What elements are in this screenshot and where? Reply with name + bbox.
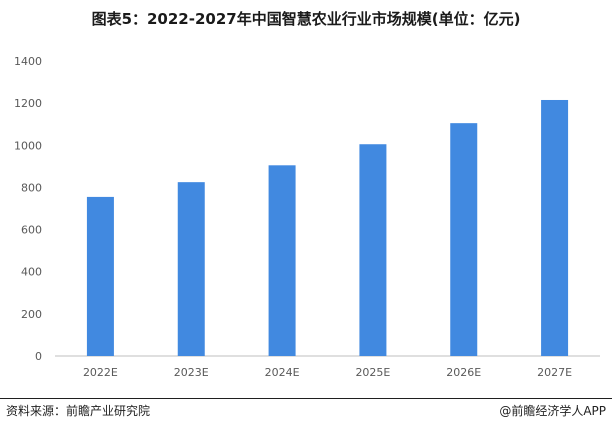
y-tick-label: 200 [21, 308, 42, 321]
bars [86, 99, 569, 357]
y-tick-label: 1000 [14, 139, 42, 152]
bar-2023E [177, 182, 205, 356]
y-tick-label: 1200 [14, 97, 42, 110]
bar-2027E [541, 99, 569, 356]
y-axis-ticks: 0 200 400 600 800 1000 1200 1400 [14, 55, 42, 363]
x-tick-label: 2024E [265, 366, 300, 379]
bar-2024E [268, 165, 296, 356]
credit-note: @前瞻经济学人APP [499, 404, 606, 418]
x-tick-label: 2026E [446, 366, 481, 379]
footer-divider [0, 398, 612, 399]
bar-chart: 0 200 400 600 800 1000 1200 1400 2022E 2023E 2024… [14, 55, 600, 379]
chart-title: 图表5：2022-2027年中国智慧农业行业市场规模(单位：亿元) [91, 10, 521, 28]
y-tick-label: 800 [21, 181, 42, 194]
y-tick-label: 1400 [14, 55, 42, 68]
bar-2026E [450, 123, 478, 357]
bar-2025E [359, 144, 387, 356]
x-tick-label: 2022E [83, 366, 118, 379]
y-tick-label: 400 [21, 266, 42, 279]
y-tick-label: 0 [35, 350, 42, 363]
x-tick-label: 2023E [174, 366, 209, 379]
bar-2022E [86, 196, 114, 356]
x-tick-label: 2025E [355, 366, 390, 379]
source-note: 资料来源：前瞻产业研究院 [6, 404, 151, 418]
x-axis-ticks: 2022E 2023E 2024E 2025E 2026E 2027E [83, 366, 572, 379]
x-tick-label: 2027E [537, 366, 572, 379]
y-tick-label: 600 [21, 224, 42, 237]
